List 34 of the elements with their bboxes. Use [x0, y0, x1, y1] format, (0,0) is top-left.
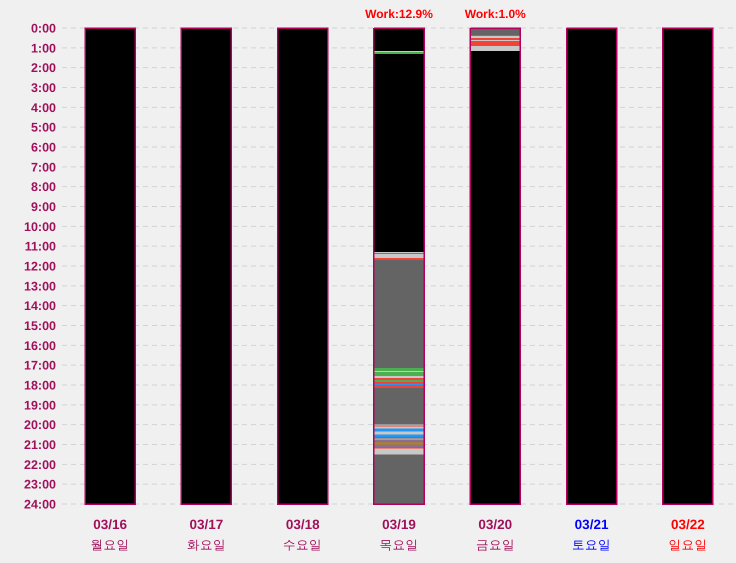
x-tick-label: 03/21 토요일 [572, 517, 612, 552]
y-tick-label: 8:00 [30, 180, 56, 194]
y-tick-label: 14:00 [24, 299, 56, 314]
x-tick-label: 03/16 월요일 [90, 517, 130, 552]
y-tick-label: 21:00 [24, 438, 56, 452]
y-tick-label: 5:00 [30, 120, 56, 135]
x-tick-label: 03/18 수요일 [283, 517, 322, 552]
x-tick-label: 03/17 화요일 [186, 517, 226, 552]
y-tick-label: 6:00 [30, 140, 56, 154]
x-tick-label: 03/19 목요일 [380, 517, 418, 552]
y-tick-label: 19:00 [24, 398, 56, 412]
y-tick-label: 13:00 [24, 279, 56, 294]
x-tick-label: 03/20 금요일 [476, 517, 515, 552]
y-tick-label: 11:00 [24, 240, 56, 254]
y-tick-label: 2:00 [30, 61, 56, 76]
y-tick-label: 20:00 [24, 418, 56, 432]
y-tick-label: 17:00 [24, 358, 56, 373]
y-tick-label: 12:00 [24, 260, 56, 274]
y-tick-label: 22:00 [24, 458, 56, 472]
annotation: Work:12.9% [365, 7, 434, 21]
x-tick-label: 03/22 일요일 [668, 517, 708, 552]
y-tick-label: 3:00 [30, 81, 56, 95]
y-tick-label: 0:00 [30, 22, 56, 36]
y-tick-label: 4:00 [30, 100, 56, 115]
y-tick-label: 24:00 [24, 498, 56, 512]
y-tick-label: 10:00 [24, 220, 56, 234]
y-tick-label: 7:00 [30, 160, 56, 174]
y-tick-label: 15:00 [24, 319, 56, 333]
y-tick-label: 23:00 [24, 478, 56, 492]
y-tick-label: 16:00 [24, 338, 56, 353]
y-tick-label: 18:00 [24, 378, 56, 392]
annotation: Work:1.0% [464, 7, 526, 21]
y-tick-label: 9:00 [30, 200, 56, 214]
y-tick-label: 1:00 [30, 41, 56, 56]
